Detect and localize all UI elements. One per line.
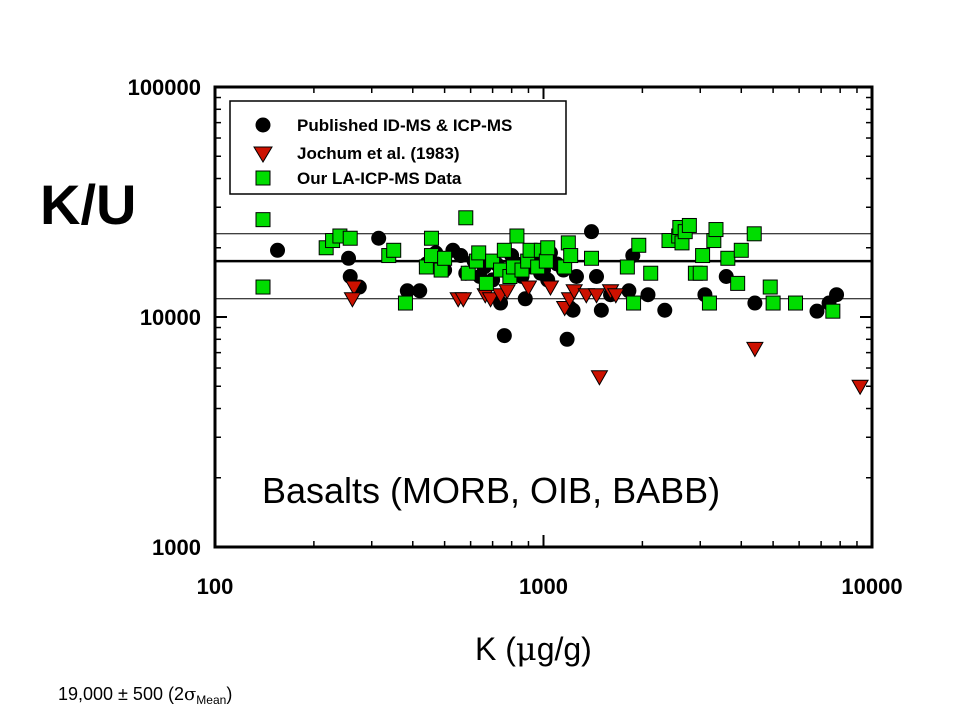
point-la-icp-ms — [692, 265, 708, 281]
point-jochum — [481, 292, 500, 308]
point-la-icp-ms — [423, 230, 439, 246]
legend-label-la-icp-ms: Our LA-ICP-MS Data — [297, 169, 462, 188]
point-la-icp-ms — [708, 222, 724, 238]
point-la-icp-ms — [584, 250, 600, 266]
point-la-icp-ms — [460, 265, 476, 281]
point-la-icp-ms — [255, 279, 271, 295]
legend-label-jochum: Jochum et al. (1983) — [297, 144, 460, 163]
point-la-icp-ms — [643, 265, 659, 281]
point-jochum — [519, 280, 538, 297]
point-la-icp-ms — [631, 237, 647, 253]
point-published — [559, 331, 575, 347]
point-la-icp-ms — [765, 295, 781, 311]
point-published — [829, 287, 845, 303]
point-jochum — [590, 370, 609, 386]
point-la-icp-ms — [626, 295, 642, 311]
point-la-icp-ms — [386, 242, 402, 258]
y-axis-label: K/U — [40, 173, 136, 236]
legend-marker-jochum — [253, 146, 273, 163]
point-la-icp-ms — [560, 235, 576, 251]
point-la-icp-ms — [471, 245, 487, 261]
point-la-icp-ms — [342, 230, 358, 246]
point-la-icp-ms — [701, 295, 717, 311]
y-tick-label: 10000 — [140, 305, 201, 330]
x-tick-label: 10000 — [841, 574, 902, 599]
point-published — [809, 303, 825, 319]
point-la-icp-ms — [478, 275, 494, 291]
data-points — [255, 210, 869, 396]
point-jochum — [851, 379, 869, 396]
point-la-icp-ms — [825, 303, 841, 319]
point-la-icp-ms — [619, 259, 635, 275]
point-jochum — [345, 280, 363, 297]
series-1 — [343, 280, 869, 396]
footnote: 19,000 ± 500 (2σMean) — [58, 684, 232, 707]
x-axis-label-suffix: g/g) — [537, 631, 592, 667]
point-la-icp-ms — [437, 250, 453, 266]
x-axis-label: K (μg/g) — [475, 630, 592, 668]
point-published — [568, 268, 584, 284]
footnote-sigma: σ — [184, 684, 196, 705]
point-published — [640, 287, 656, 303]
point-jochum — [606, 288, 625, 304]
point-la-icp-ms — [730, 275, 746, 291]
point-la-icp-ms — [681, 217, 697, 233]
point-la-icp-ms — [695, 248, 711, 264]
legend-marker-la-icp-ms — [255, 170, 271, 186]
legend-marker-published — [255, 117, 271, 133]
chart-annotation: Basalts (MORB, OIB, BABB) — [262, 470, 720, 511]
x-axis-label-prefix: K ( — [475, 631, 516, 667]
point-published — [341, 250, 357, 266]
point-jochum — [343, 292, 362, 308]
point-la-icp-ms — [509, 228, 525, 244]
point-published — [593, 302, 609, 318]
point-la-icp-ms — [423, 248, 439, 264]
point-la-icp-ms — [733, 242, 749, 258]
point-la-icp-ms — [563, 248, 579, 264]
point-published — [496, 328, 512, 344]
point-la-icp-ms — [397, 295, 413, 311]
point-la-icp-ms — [538, 253, 554, 269]
point-la-icp-ms — [255, 212, 271, 228]
footnote-subscript: Mean — [196, 693, 226, 707]
point-published — [589, 268, 605, 284]
footnote-main: 19,000 ± 500 (2 — [58, 684, 184, 704]
x-axis-label-mu: μ — [516, 630, 537, 668]
point-jochum — [746, 341, 764, 358]
point-la-icp-ms — [458, 210, 474, 226]
legend-label-published: Published ID-MS & ICP-MS — [297, 116, 512, 135]
series-2 — [255, 210, 841, 319]
point-la-icp-ms — [720, 250, 736, 266]
point-published — [747, 295, 763, 311]
point-published — [453, 248, 469, 264]
point-jochum — [454, 292, 473, 308]
x-tick-label: 100 — [197, 574, 234, 599]
point-la-icp-ms — [496, 242, 512, 258]
point-jochum — [587, 288, 606, 304]
point-la-icp-ms — [540, 240, 556, 256]
point-published — [657, 302, 673, 318]
point-jochum — [541, 280, 560, 297]
point-published — [371, 230, 387, 246]
y-tick-label: 1000 — [152, 535, 201, 560]
point-la-icp-ms — [788, 295, 804, 311]
legend: Published ID-MS & ICP-MS Jochum et al. (… — [229, 100, 567, 195]
y-tick-label: 100000 — [128, 75, 201, 100]
footnote-close: ) — [226, 684, 232, 704]
point-jochum — [498, 284, 516, 300]
legend-box — [229, 100, 567, 195]
point-published — [517, 291, 533, 307]
point-published — [270, 242, 286, 258]
point-published — [412, 283, 428, 299]
axis-ticks: 100 1000 10000 1000 10000 100000 — [128, 75, 903, 599]
point-la-icp-ms — [746, 226, 762, 242]
x-tick-label: 1000 — [519, 574, 568, 599]
point-published — [584, 224, 600, 240]
point-la-icp-ms — [762, 279, 778, 295]
